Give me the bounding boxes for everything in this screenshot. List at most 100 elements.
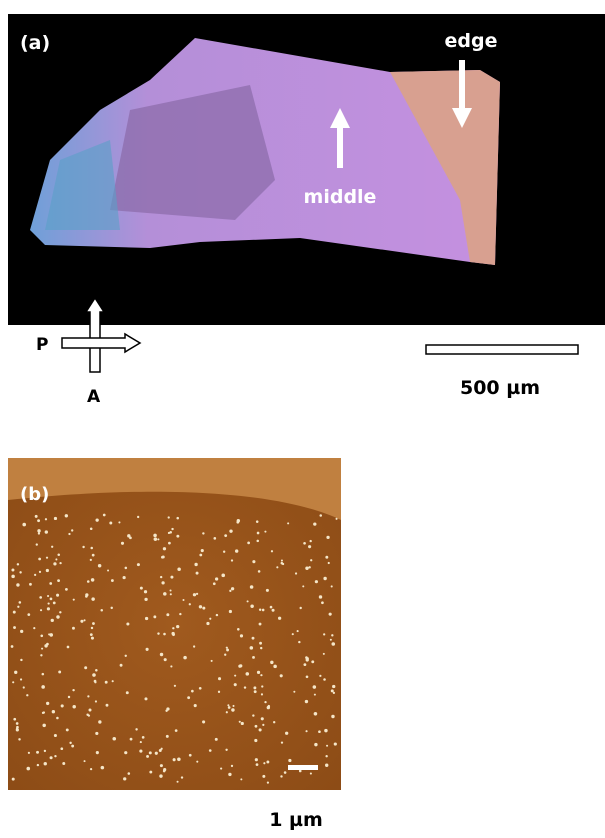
particle [43, 762, 47, 766]
particle [129, 737, 133, 741]
particle [90, 546, 93, 550]
particle [71, 744, 75, 748]
particle [60, 747, 64, 751]
particle [110, 606, 113, 610]
particle [169, 589, 172, 592]
particle [12, 681, 15, 684]
particle [19, 678, 23, 681]
particle [259, 641, 262, 645]
particle [153, 533, 157, 538]
particle [233, 683, 237, 687]
particle [17, 605, 20, 608]
particle [305, 658, 309, 662]
particle [257, 570, 261, 573]
particle [72, 704, 76, 709]
particle [256, 539, 260, 543]
particle [34, 514, 38, 518]
particle [330, 585, 333, 588]
particle [15, 722, 19, 725]
particle [245, 672, 250, 676]
particle [256, 531, 260, 535]
particle [192, 593, 197, 597]
particle [44, 644, 48, 648]
particle [162, 547, 167, 551]
particle [240, 721, 244, 726]
particle [331, 714, 335, 719]
particle [97, 564, 102, 568]
particle [258, 622, 262, 626]
particle [85, 595, 88, 598]
particle [72, 598, 75, 601]
particle [41, 672, 45, 676]
particle [56, 716, 59, 720]
particle [256, 670, 261, 674]
particle [89, 633, 93, 637]
particle [318, 730, 321, 734]
particle [212, 582, 216, 586]
particle [37, 532, 41, 535]
particle [60, 704, 64, 708]
particle [86, 713, 89, 717]
particle [260, 717, 264, 721]
particle [22, 686, 25, 689]
particle [271, 608, 275, 612]
particle [249, 585, 254, 589]
particle [105, 703, 109, 707]
particle [16, 563, 20, 566]
particle [172, 633, 175, 637]
particle [22, 522, 27, 527]
particle [273, 664, 277, 669]
particle [40, 634, 44, 638]
particle [112, 736, 117, 741]
particle [331, 634, 334, 637]
particle [255, 520, 259, 523]
particle [260, 646, 263, 650]
fragment [45, 140, 120, 230]
particle [324, 728, 328, 733]
particle [234, 549, 239, 553]
particle [19, 571, 22, 574]
particle [253, 690, 257, 694]
particle [314, 580, 318, 584]
particle [169, 593, 172, 596]
particle [49, 582, 53, 585]
particle [270, 550, 274, 553]
particle [304, 699, 309, 704]
particle [299, 606, 302, 610]
particle [247, 541, 250, 545]
particle [100, 765, 105, 770]
particle [182, 599, 185, 602]
particle [146, 754, 150, 758]
particle [167, 531, 171, 535]
particle [325, 555, 329, 559]
particle [198, 605, 203, 609]
particle [109, 521, 113, 525]
particle [92, 622, 95, 625]
analyzer-arrow [84, 296, 106, 373]
particle [44, 530, 48, 534]
particle [66, 645, 70, 649]
particle [64, 514, 69, 518]
particle [83, 619, 86, 622]
particle [322, 652, 325, 655]
particle [232, 704, 235, 707]
particle [294, 572, 298, 575]
analyzer-label: A [87, 387, 101, 407]
particle [302, 585, 305, 588]
particle [110, 579, 114, 582]
particle [172, 627, 175, 630]
particle [49, 633, 54, 637]
particle [174, 729, 178, 732]
particle [250, 604, 254, 608]
particle [49, 756, 53, 760]
particle [98, 720, 102, 724]
particle [145, 647, 149, 651]
particle [16, 583, 20, 587]
particle [92, 673, 96, 677]
particle [240, 778, 243, 781]
particle [303, 663, 307, 667]
particle [62, 761, 66, 765]
particle [56, 615, 60, 619]
particle [87, 695, 90, 698]
particle [95, 669, 98, 672]
